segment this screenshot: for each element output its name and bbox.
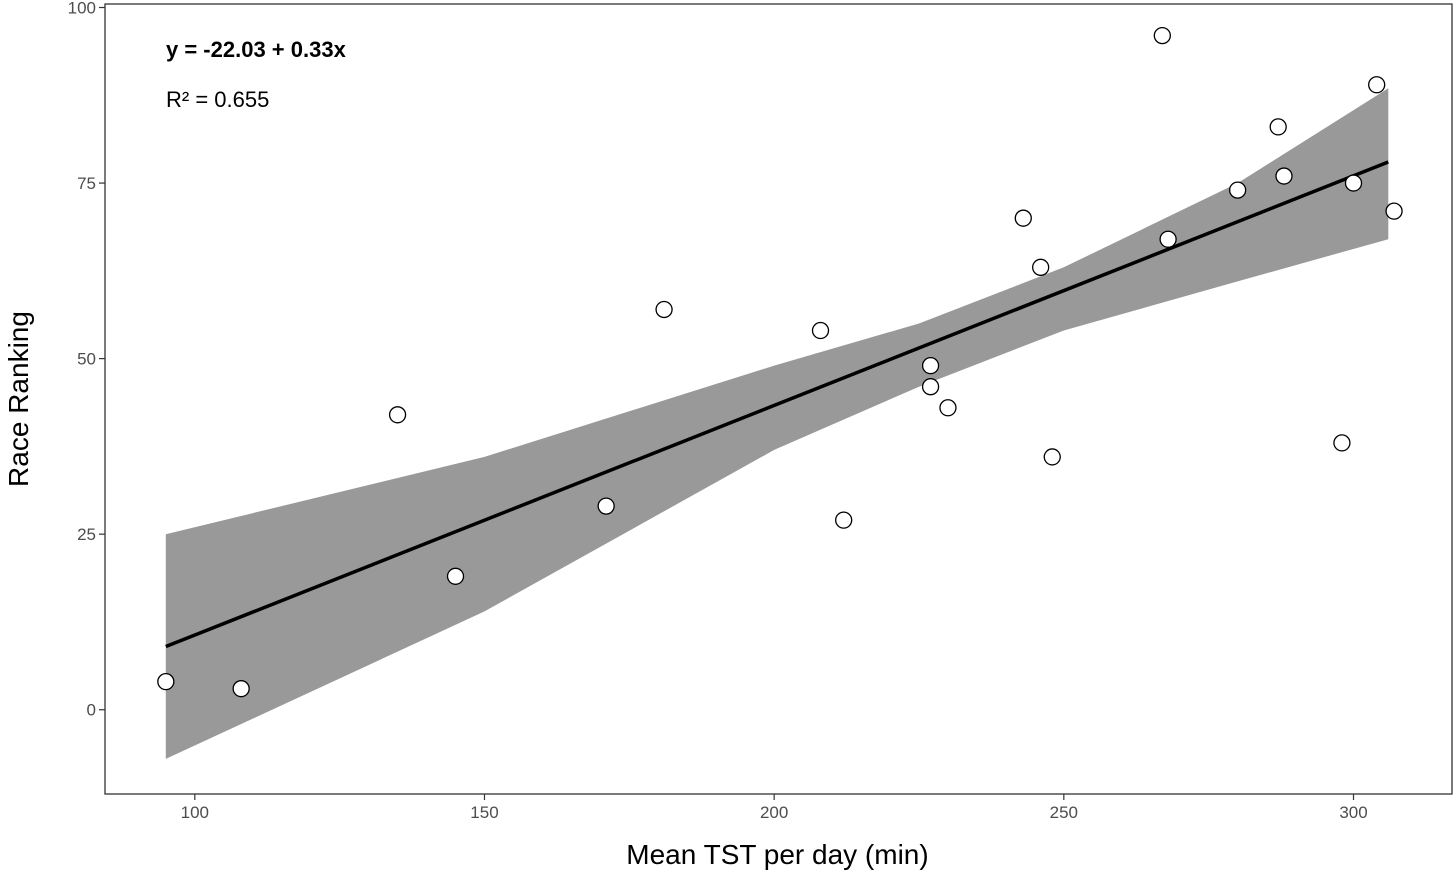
- data-point: [921, 378, 940, 396]
- x-tick-label: 150: [470, 803, 498, 822]
- y-tick-label: 50: [77, 350, 96, 369]
- data-point: [1368, 76, 1386, 94]
- y-tick-label: 25: [77, 525, 96, 544]
- y-tick-label: 0: [87, 701, 96, 720]
- data-point: [232, 680, 250, 698]
- data-point: [1043, 448, 1061, 466]
- data-point: [1385, 202, 1403, 220]
- y-tick-label: 100: [68, 0, 96, 18]
- data-point: [939, 399, 957, 417]
- data-point: [388, 406, 407, 424]
- r-squared-label: R² = 0.655: [166, 87, 269, 112]
- data-point: [446, 567, 465, 585]
- data-point: [1159, 230, 1177, 248]
- data-point: [157, 672, 175, 691]
- data-point: [1269, 118, 1287, 136]
- x-axis-title: Mean TST per day (min): [626, 839, 928, 870]
- regression-line: [165, 160, 1389, 649]
- data-point: [1228, 181, 1247, 199]
- x-tick-label: 250: [1050, 803, 1078, 822]
- data-point: [655, 300, 673, 319]
- data-point: [1153, 26, 1171, 45]
- confidence-band: [165, 88, 1389, 759]
- plot-panel-border: [104, 3, 1453, 795]
- x-tick-label: 200: [760, 803, 788, 822]
- data-point: [1275, 167, 1293, 185]
- x-tick-label: 300: [1339, 803, 1367, 822]
- data-point: [921, 356, 940, 375]
- data-point: [1014, 209, 1032, 227]
- data-point: [597, 497, 615, 515]
- data-point: [811, 321, 830, 340]
- x-tick-label: 100: [181, 803, 209, 822]
- data-point: [1344, 174, 1363, 192]
- regression-equation: y = -22.03 + 0.33x: [166, 37, 347, 62]
- data-point: [1032, 258, 1050, 276]
- y-tick-label: 75: [77, 174, 96, 193]
- data-point: [1333, 434, 1351, 452]
- data-point: [835, 511, 853, 529]
- y-axis-title: Race Ranking: [3, 311, 34, 487]
